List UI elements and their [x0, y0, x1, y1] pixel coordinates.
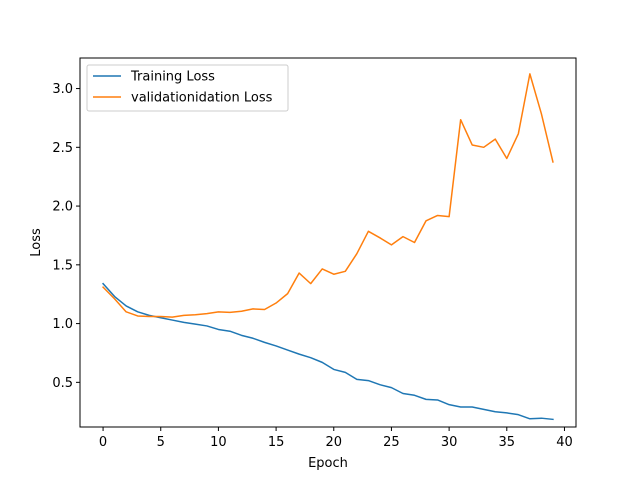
x-tick-label: 15	[268, 435, 285, 450]
x-tick-label: 40	[556, 435, 573, 450]
series-line-1	[102, 73, 554, 318]
y-tick-label: 2.0	[52, 200, 73, 215]
y-tick-label: 0.5	[52, 376, 73, 391]
y-tick-label: 1.0	[52, 317, 73, 332]
plot-lines	[102, 73, 554, 421]
x-tick-label: 10	[210, 435, 227, 450]
legend-label-1: validationidation Loss	[131, 91, 273, 106]
x-tick-label: 0	[99, 435, 107, 450]
x-tick-label: 25	[383, 435, 400, 450]
y-axis-ticks: 0.5 1.0 1.5 2.0 2.5 3.0	[52, 82, 80, 391]
y-tick-label: 2.5	[52, 141, 73, 156]
legend: Training Loss validationidation Loss	[86, 64, 289, 112]
x-tick-label: 5	[157, 435, 165, 450]
x-tick-label: 20	[325, 435, 342, 450]
y-tick-label: 3.0	[52, 82, 73, 97]
legend-label-0: Training Loss	[130, 70, 215, 85]
y-tick-label: 1.5	[52, 258, 73, 273]
x-tick-label: 30	[441, 435, 458, 450]
series-line-0	[102, 282, 554, 421]
x-tick-label: 35	[499, 435, 516, 450]
x-axis-ticks: 0 5 10 15 20 25 30 35 40	[99, 427, 573, 450]
y-axis-label: Loss	[29, 228, 44, 257]
x-axis-label: Epoch	[308, 456, 348, 471]
plot-frame	[79, 57, 577, 428]
legend-box	[86, 64, 289, 112]
